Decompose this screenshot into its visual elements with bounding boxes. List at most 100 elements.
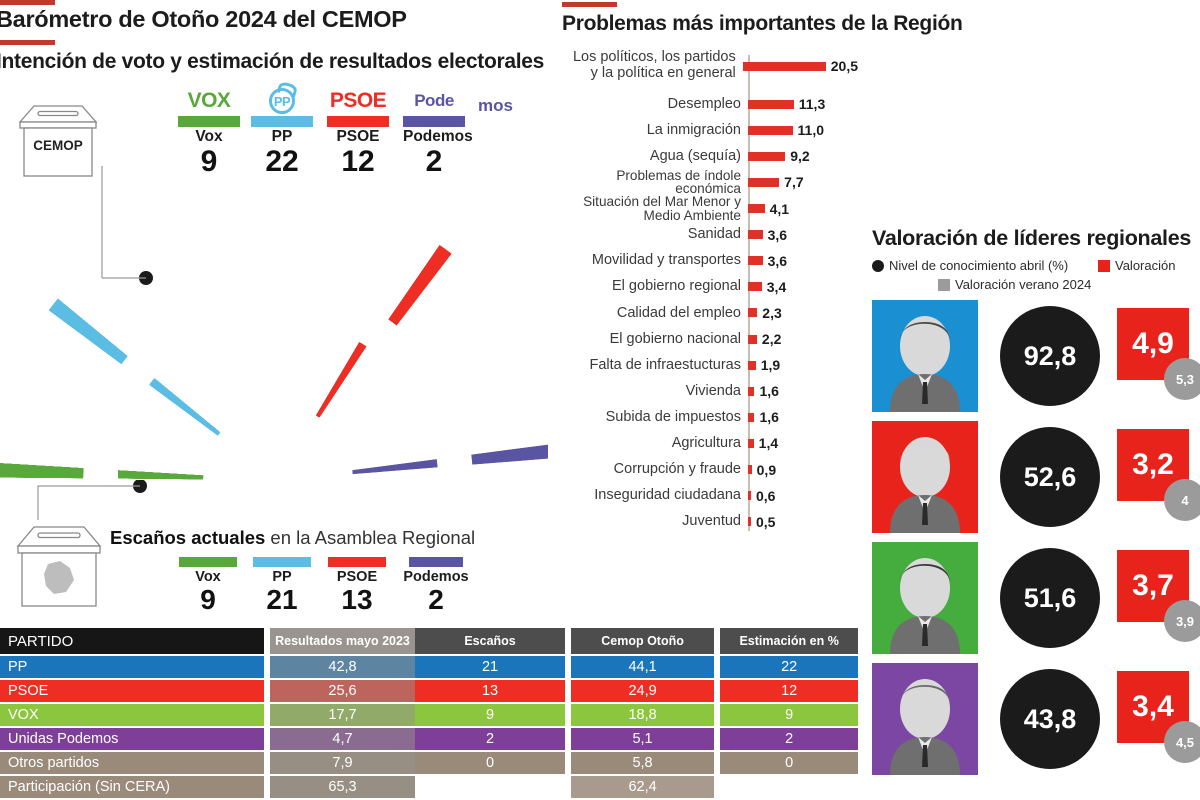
psoe-color-swatch [327,116,389,127]
problem-label: Corrupción y fraude [613,461,741,478]
table-body: PP 42,8 21 44,1 22 PSOE 25,6 13 24,9 12 VOX 17,7 9 18… [0,656,859,798]
accent-bar-problems [562,2,617,7]
problem-bar-row: La inmigración 11,0 [558,122,858,139]
current-party-pp: PP 21 [253,557,311,614]
leader-row: 43,8 3,4 4,5 [872,663,1200,777]
ballot-connector-line-bottom [37,480,147,520]
problem-bar [748,386,755,396]
problem-bar-row: Vivienda 1,6 [558,382,858,400]
problem-bar-wrap: 3,6 [748,252,858,269]
podemos-logo-text-1: Pode [414,91,454,110]
leaders-section-title: Valoración de líderes regionales [872,226,1192,250]
vox-label: Vox [195,128,223,145]
problem-bar-value: 0,5 [756,513,776,530]
table-row: Participación (Sin CERA) 65,3 62,4 [0,776,858,798]
table-cell-cemop-otono: 24,9 [570,680,715,702]
problem-bar-value: 3,6 [767,252,788,269]
current-pp-seats: 21 [266,584,298,615]
leader-photo [872,300,978,412]
problem-bar-value: 1,4 [758,435,779,452]
table-cell-estimacion-pct: 9 [720,704,859,726]
table-cell-escanos: 2 [415,728,565,750]
problem-label: Juventud [682,513,741,530]
problem-bar-row: El gobierno nacional 2,2 [558,331,858,347]
current-vox-seats: 9 [200,584,216,615]
problem-label: Vivienda [685,382,741,399]
results-table: PARTIDO Resultados mayo 2023 Escaños Cem… [0,628,859,800]
table-cell-cemop-otono: 5,1 [570,728,715,750]
estimate-party-pp: PP PP 22 [251,88,313,178]
hemicycle-seat [149,378,221,436]
current-seats-title-rest: en la Asamblea Regional [265,527,476,548]
table-cell-party: Participación (Sin CERA) [0,776,264,798]
table-cell-party: Unidas Podemos [0,728,264,750]
problem-bar-row: El gobierno regional 3,4 [558,279,858,295]
current-psoe-label: PSOE [336,569,378,585]
problem-bar-wrap: 20,5 [742,58,858,74]
table-header-escanos: Escaños [415,628,565,654]
leader-valoracion: 4,9 [1117,308,1189,380]
page-subtitle: Intención de voto y estimación de result… [0,50,545,73]
psoe-seat-count: 12 [341,145,375,178]
table-header-resultados: Resultados mayo 2023 [269,628,416,654]
problem-bar [748,125,793,135]
table-cell-estimacion-pct: 2 [720,728,859,750]
current-podemos-seats: 2 [428,584,444,615]
problem-bar-wrap: 3,4 [748,279,858,295]
current-pp-swatch [253,557,311,567]
legend-valoracion-prev-label: Valoración verano 2024 [955,277,1092,292]
problem-bar [748,230,763,240]
leader-row: 92,8 4,9 5,3 [872,300,1200,414]
table-header-row: PARTIDO Resultados mayo 2023 Escaños Cem… [0,628,859,654]
leader-valoracion-previous: 4,5 [1164,721,1200,763]
problem-bar-row: Situación del Mar Menor y Medio Ambiente… [558,194,858,222]
current-party-podemos: Podemos 2 [403,557,469,614]
leader-knowledge-level: 52,6 [1000,427,1100,527]
problem-label: Inseguridad ciudadana [594,487,741,504]
current-seats-title-bold: Escaños actuales [110,527,266,548]
table-cell-resultados-2023: 25,6 [269,680,416,702]
problem-bar-row: Movilidad y transportes 3,6 [558,252,858,269]
leader-photo [872,542,978,654]
problem-bar-row: Agricultura 1,4 [558,435,858,452]
problem-bar-row: Problemas de índole económica 7,7 [558,168,858,196]
problem-bar-value: 1,6 [759,409,779,426]
table-row: Otros partidos 7,9 0 5,8 0 [0,752,859,774]
problem-label: Falta de infraestucturas [589,356,741,373]
legend-knowledge: Nivel de conocimiento abril (%) [872,258,1068,273]
problem-label: Calidad del empleo [616,304,741,321]
leader-knowledge-level: 51,6 [1000,548,1100,648]
current-psoe-seats: 13 [341,584,373,615]
leader-photo [872,421,978,533]
vox-color-swatch [178,116,240,127]
problem-label: Situación del Mar Menor y Medio Ambiente [583,193,741,223]
psoe-logo-text: PSOE [329,89,387,112]
table-header-estimacion: Estimación en % [720,628,859,654]
problem-bar-value: 3,6 [767,226,788,243]
estimate-party-vox: VOX Vox 9 [178,88,240,178]
problem-bar-value: 1,6 [759,383,779,400]
problem-bar [748,491,751,501]
problem-bar-value: 11,0 [797,122,825,139]
table-cell-cemop-otono: 18,8 [570,704,715,726]
problem-bar [748,517,751,527]
hemicycle-seat [0,463,84,479]
problem-bar-value: 2,3 [762,304,782,321]
table-cell-resultados-2023: 42,8 [269,656,416,678]
table-cell-estimacion-pct: 22 [720,656,859,678]
table-cell-escanos: 9 [415,704,565,726]
problem-bar-wrap: 3,6 [748,226,858,243]
table-cell-resultados-2023: 4,7 [269,728,416,750]
problem-bar-value: 9,2 [790,148,810,165]
problem-bar-wrap: 1,6 [748,409,858,426]
ballot-box-region-icon [8,520,108,612]
valoracion-prev-square-icon [938,278,950,291]
current-psoe-swatch [328,557,386,567]
table-cell-resultados-2023: 65,3 [269,776,416,798]
table-cell-cemop-otono: 44,1 [570,656,715,678]
vox-seat-count: 9 [200,145,218,178]
knowledge-dot-icon [872,259,884,272]
table-row: PSOE 25,6 13 24,9 12 [0,680,859,702]
problem-bar-wrap: 9,2 [748,148,858,165]
psoe-logo: PSOE [327,88,389,114]
